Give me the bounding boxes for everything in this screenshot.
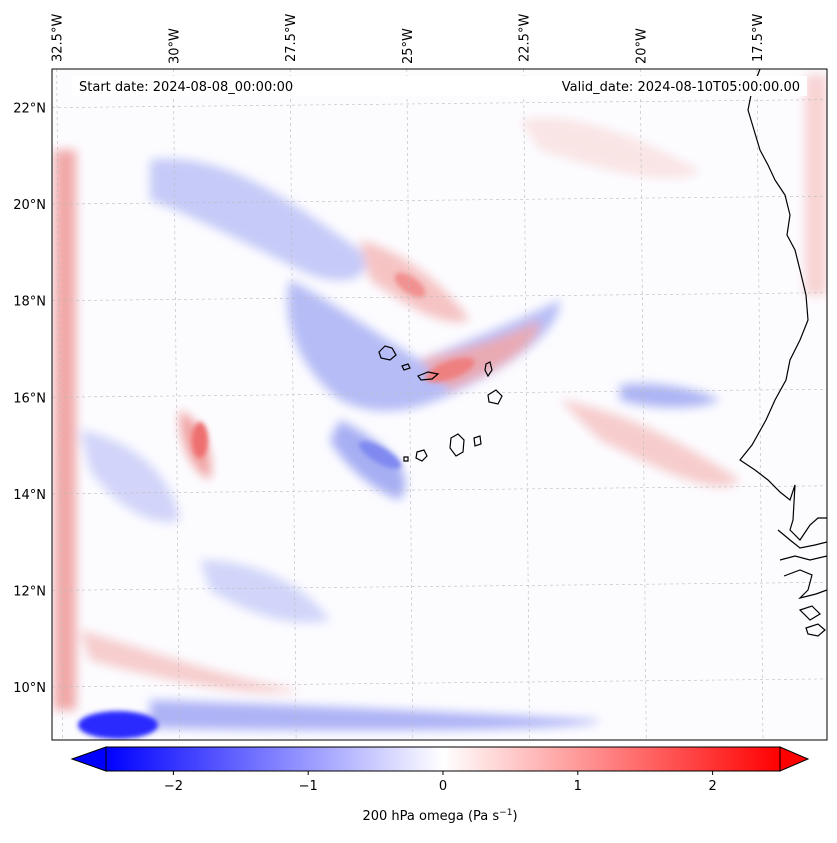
map-frame [51, 68, 828, 741]
lon-tick-label: 27.5°W [284, 14, 299, 62]
blue-band-central [287, 280, 560, 411]
colorbar-label-main: 200 hPa omega (Pa s [362, 809, 499, 824]
colorbar-tick-label: −2 [164, 779, 183, 794]
lon-gridline [639, 69, 647, 740]
colorbar-extend-max [779, 746, 810, 772]
strong-blue-core-sw [78, 711, 158, 739]
start-date-label: Start date: 2024-08-08_00:00:00 [79, 80, 293, 95]
red-edge-strip [54, 150, 76, 710]
island-sao-vicente [401, 363, 411, 371]
red-patch-ne [520, 118, 700, 179]
island-fogo [415, 449, 428, 462]
lat-tick-label: 16°N [13, 391, 46, 406]
blue-band-south [150, 700, 600, 731]
label-backdrop [72, 76, 807, 96]
blue-band-north [150, 158, 366, 281]
blue-patch-west [80, 430, 180, 522]
colorbar-extend-min [70, 746, 107, 772]
lon-gridline [406, 69, 414, 740]
island-sal [484, 361, 493, 378]
longitude-tick-labels: 32.5°W 30°W 27.5°W 25°W 22.5°W 20°W 17.5°W [51, 14, 766, 64]
strong-blue-core-diag [358, 441, 402, 469]
lon-tick-label: 17.5°W [751, 14, 766, 62]
island-brava [403, 456, 409, 462]
coastlines [378, 69, 827, 637]
omega-strong-cores [78, 272, 475, 739]
lat-tick-label: 12°N [13, 584, 46, 599]
colorbar-label-close: ) [512, 809, 517, 824]
colorbar-label-exp: −1 [499, 808, 512, 818]
lat-tick-label: 18°N [13, 295, 46, 310]
lat-tick-label: 10°N [13, 681, 46, 696]
lon-gridline [173, 69, 180, 740]
lat-tick-label: 20°N [13, 198, 46, 213]
blue-patch-mid [200, 560, 330, 623]
lon-gridline [523, 69, 530, 740]
red-band-east [560, 400, 740, 487]
colorbar-ticks: −2 −1 0 1 2 [164, 771, 717, 794]
valid-date-label: Valid_date: 2024-08-10T05:00:00.00 [562, 80, 800, 95]
lon-gridline [289, 69, 297, 740]
lat-tick-label: 14°N [13, 488, 46, 503]
blue-band-east [620, 383, 720, 408]
colorbar-label: 200 hPa omega (Pa s−1) [362, 808, 517, 824]
island-santiago [449, 433, 465, 457]
strong-red-core-north [394, 272, 426, 298]
blue-band-diag [330, 420, 406, 500]
lat-tick-label: 22°N [13, 102, 46, 117]
island-maio [473, 435, 482, 447]
red-edge-strip-right [805, 75, 827, 295]
lon-gridline [56, 69, 63, 740]
colorbar: −2 −1 0 1 2 200 hPa omega (Pa s−1) [70, 746, 810, 824]
island-sao-nicolau [417, 371, 440, 381]
lon-tick-label: 25°W [401, 28, 416, 64]
lon-tick-label: 30°W [167, 28, 182, 64]
lon-tick-label: 20°W [634, 28, 649, 64]
island-boa-vista [487, 389, 503, 405]
lon-tick-label: 32.5°W [51, 14, 66, 62]
colorbar-tick-label: −1 [299, 779, 318, 794]
lon-gridline [756, 69, 764, 740]
gambia-coast [777, 529, 827, 637]
colorbar-tick-label: 2 [708, 779, 716, 794]
latitude-tick-labels: 22°N 20°N 18°N 16°N 14°N 12°N 10°N [13, 102, 46, 696]
lon-tick-label: 22.5°W [518, 14, 533, 62]
strong-red-core-center [425, 357, 475, 383]
colorbar-tick-label: 1 [574, 779, 582, 794]
strong-red-core-west [192, 422, 208, 458]
colorbar-tick-label: 0 [439, 779, 447, 794]
omega-field [52, 69, 827, 740]
map-gridlines [52, 69, 827, 740]
island-santo-antao [378, 345, 397, 361]
red-patch-south [80, 630, 300, 693]
colorbar-body [105, 746, 781, 772]
africa-coast [739, 69, 827, 541]
